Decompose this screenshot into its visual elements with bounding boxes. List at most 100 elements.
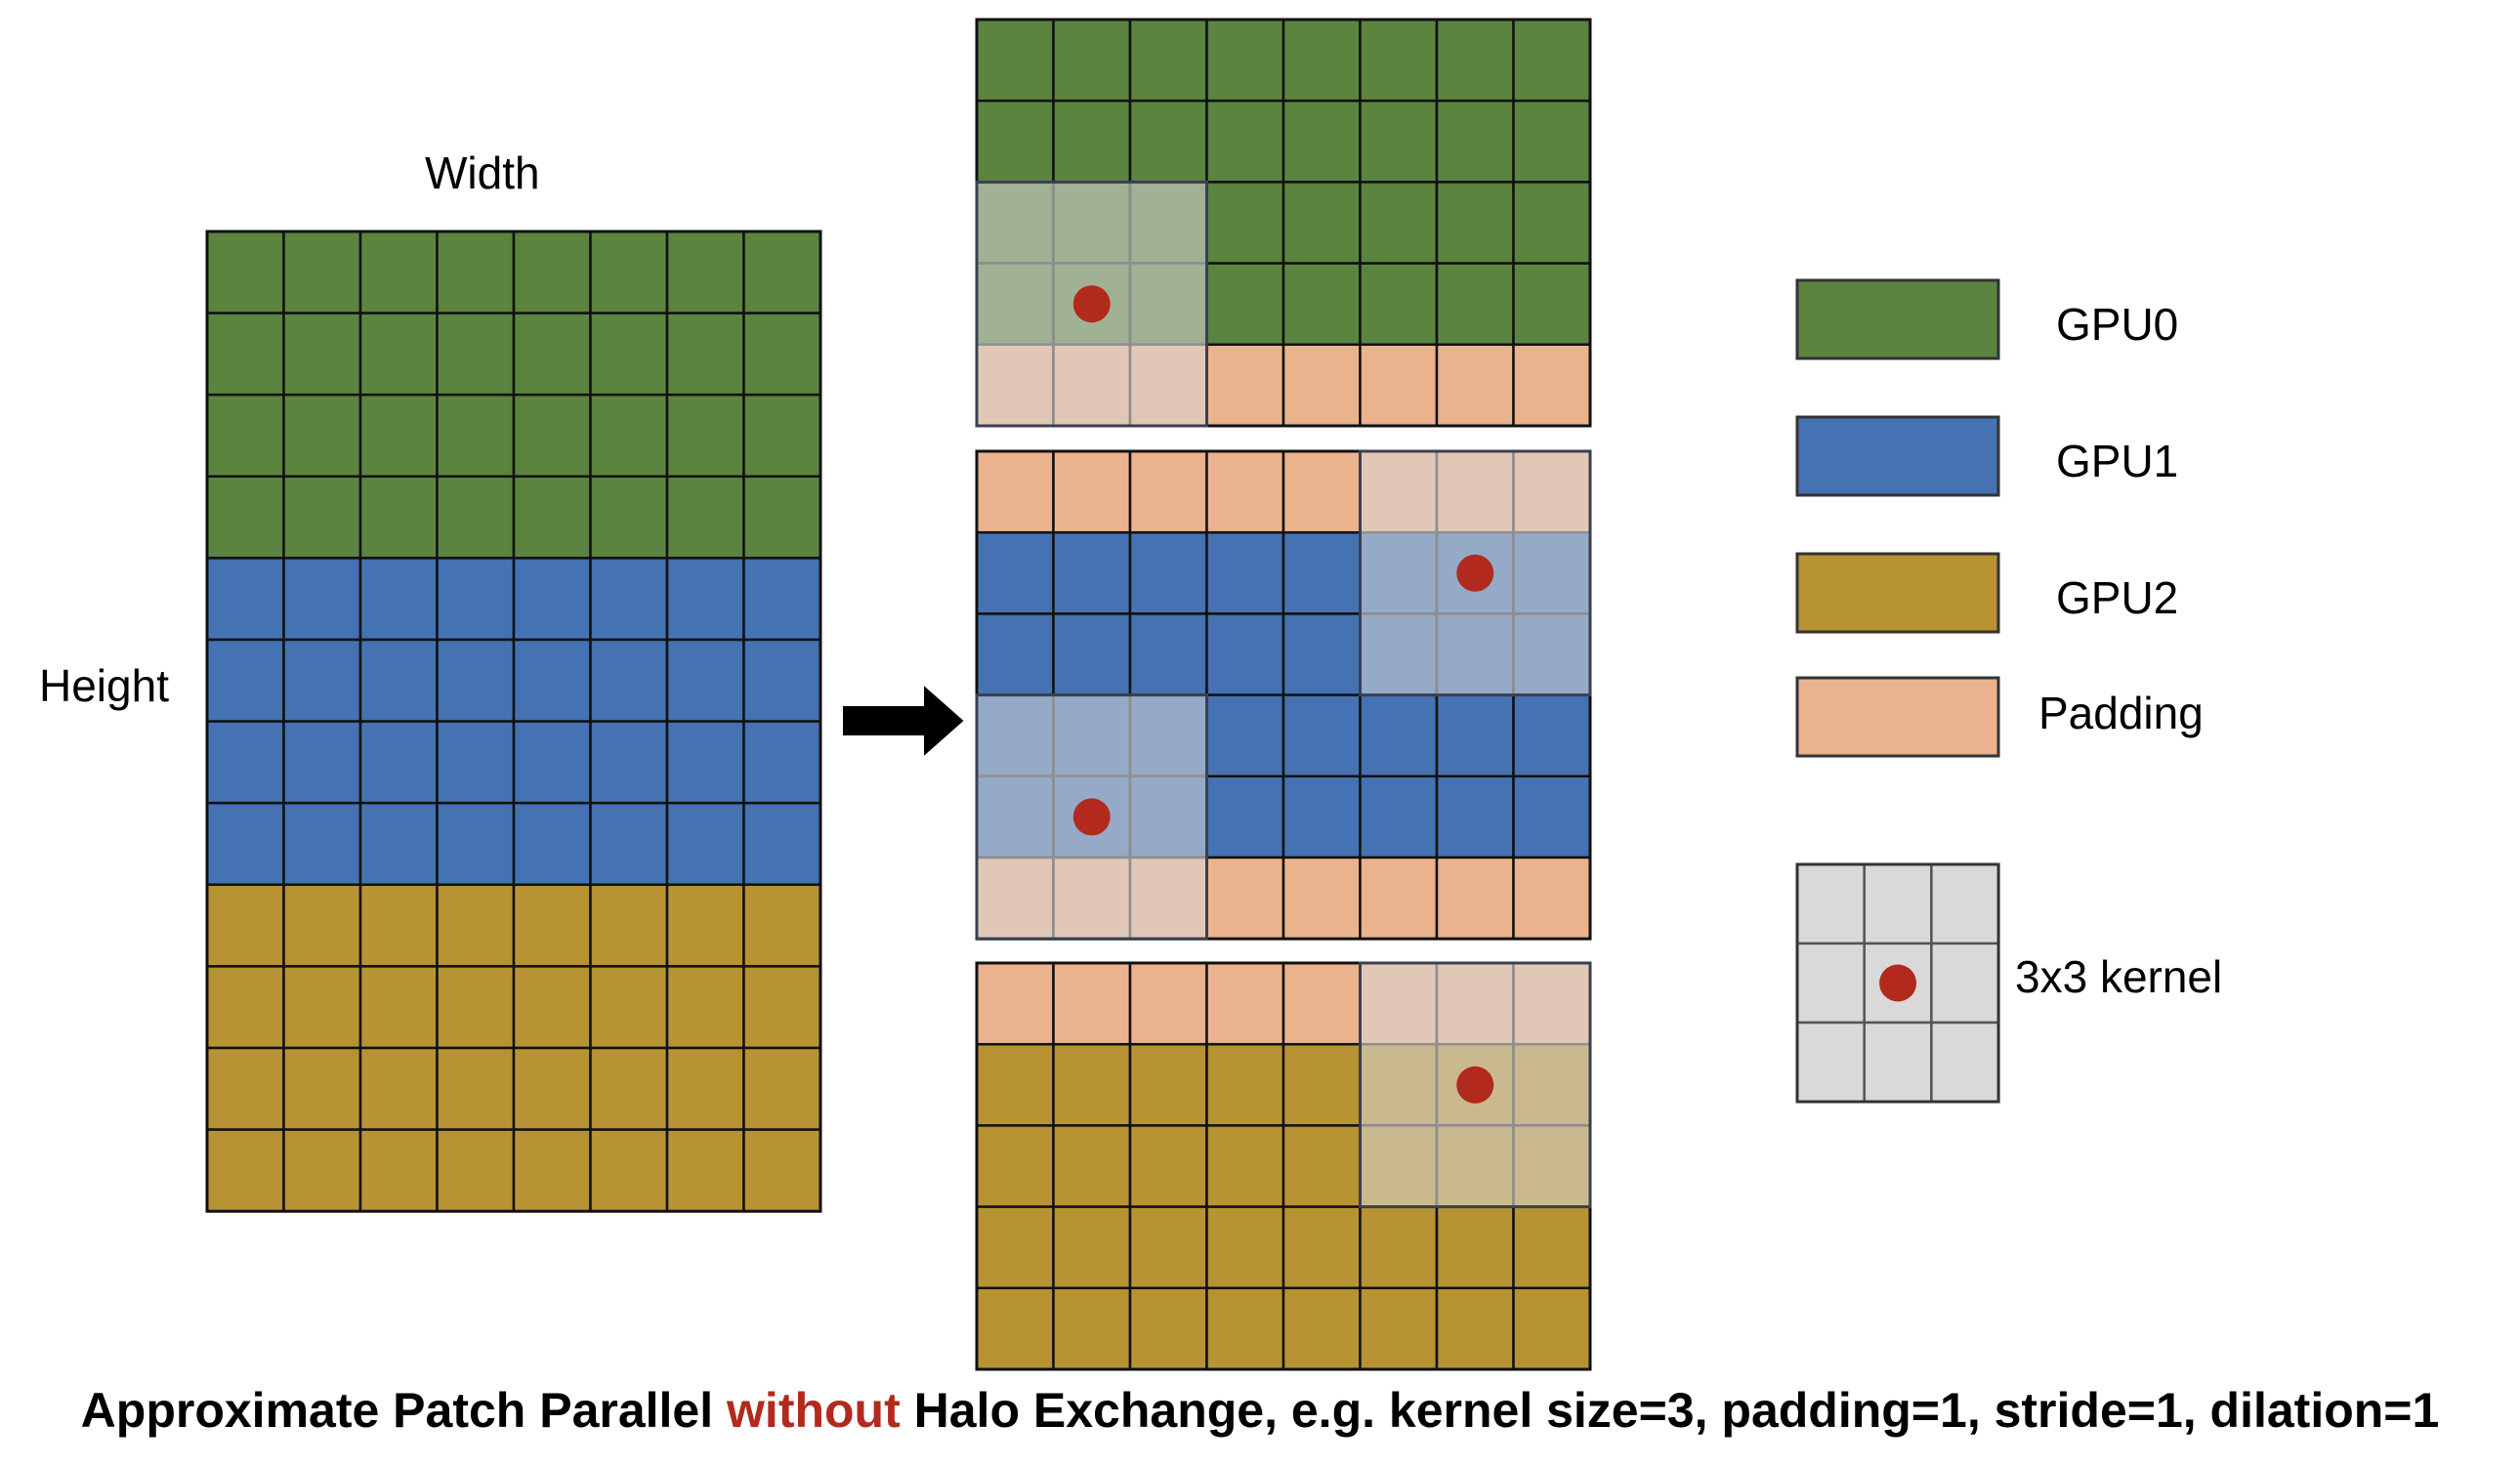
input-grid-cell-gpu0 <box>436 475 516 560</box>
patch-padding-cell <box>975 961 1055 1046</box>
patch-cell-gpu1 <box>1512 775 1592 859</box>
patch-padding-cell <box>1512 856 1592 941</box>
input-grid-cell-gpu2 <box>742 1128 822 1213</box>
kernel-overlay-cell <box>1512 962 1591 1046</box>
kernel-overlay-border <box>975 180 1208 428</box>
patch-padding-cell <box>1359 856 1439 941</box>
patch-cell-gpu0 <box>1205 181 1285 265</box>
patch-padding-cell <box>975 449 1055 534</box>
patch-cell-gpu0 <box>1512 181 1592 265</box>
input-grid-cell-gpu2 <box>205 965 285 1050</box>
patch-cell-gpu1 <box>1052 612 1132 696</box>
legend-kernel-cell <box>1863 1021 1933 1104</box>
input-grid-cell-gpu0 <box>358 475 439 560</box>
kernel-overlay-cell <box>976 857 1055 941</box>
legend-swatch-gpu0 <box>1795 278 2000 360</box>
patch-padding-cell <box>1052 449 1132 534</box>
caption-prefix: Approximate Patch Parallel <box>80 1383 728 1438</box>
kernel-overlay-border <box>1359 449 1592 697</box>
kernel-overlay-cell <box>1359 450 1438 534</box>
patch-padding-cell <box>1359 343 1439 428</box>
kernel-overlay-cell <box>1436 450 1515 534</box>
kernel-overlay-cell <box>1436 962 1515 1046</box>
patch-cell-gpu0 <box>1281 262 1362 347</box>
kernel-center-dot <box>1456 1066 1494 1104</box>
patch-cell-gpu2 <box>1281 1205 1362 1290</box>
patch-padding-cell <box>1205 961 1285 1046</box>
legend-gpu0-label: GPU0 <box>2056 299 2179 350</box>
patch-padding-cell <box>1435 856 1515 941</box>
input-grid-cell-gpu2 <box>358 1046 439 1131</box>
patch-cell-gpu0 <box>1512 99 1592 184</box>
patch-cell-gpu0 <box>1052 99 1132 184</box>
patch-padding-cell <box>1205 856 1285 941</box>
kernel-overlay-cell <box>1129 262 1208 346</box>
patch-padding-cell <box>1512 343 1592 428</box>
kernel-overlay-cell <box>1052 857 1131 941</box>
kernel-overlay-cell <box>1359 612 1438 696</box>
input-grid-cell-gpu2 <box>436 965 516 1050</box>
caption-highlight: without <box>727 1383 901 1438</box>
input-grid-cell-gpu2 <box>665 965 745 1050</box>
patch-cell-gpu0 <box>1205 18 1285 103</box>
patch-padding-cell <box>1205 343 1285 428</box>
kernel-overlay-cell <box>1512 612 1591 696</box>
input-grid-cell-gpu1 <box>205 557 285 642</box>
patch-cell-gpu0 <box>1435 99 1515 184</box>
legend-padding-label: Padding <box>2038 688 2204 738</box>
input-grid-cell-gpu1 <box>436 801 516 887</box>
patch-cell-gpu0 <box>1512 18 1592 103</box>
input-grid-cell-gpu0 <box>282 230 362 314</box>
patch-cell-gpu1 <box>1281 775 1362 859</box>
patch-cell-gpu2 <box>1128 1286 1208 1371</box>
patch-cell-gpu2 <box>1435 1205 1515 1290</box>
kernel-overlay-cell <box>1436 1124 1515 1208</box>
patch-cell-gpu1 <box>975 530 1055 615</box>
patch-cell-gpu0 <box>975 18 1055 103</box>
input-grid-cell-gpu2 <box>512 965 592 1050</box>
input-grid-cell-gpu1 <box>436 557 516 642</box>
input-grid-cell-gpu2 <box>205 1128 285 1213</box>
input-grid-cell-gpu2 <box>512 1128 592 1213</box>
patch-cell-gpu0 <box>1281 181 1362 265</box>
patch-cell-gpu2 <box>1205 1124 1285 1208</box>
input-grid-cell-gpu2 <box>665 1046 745 1131</box>
input-grid-cell-gpu0 <box>205 393 285 479</box>
patch-cell-gpu2 <box>1128 1124 1208 1208</box>
input-grid-cell-gpu0 <box>589 312 669 397</box>
kernel-overlay-cell <box>976 343 1055 427</box>
input-grid-cell-gpu1 <box>205 720 285 805</box>
legend-kernel-label: 3x3 kernel <box>2015 951 2223 1002</box>
input-grid-cell-gpu0 <box>358 230 439 314</box>
input-grid-cell-gpu0 <box>665 230 745 314</box>
input-grid-cell-gpu2 <box>436 1128 516 1213</box>
kernel-center-dot <box>1072 798 1111 836</box>
kernel-overlay-cell <box>1436 612 1515 696</box>
input-grid-cell-gpu2 <box>512 883 592 968</box>
input-grid-cell-gpu2 <box>589 883 669 968</box>
input-grid-cell-gpu2 <box>589 1046 669 1131</box>
kernel-overlay-cell <box>1129 857 1208 941</box>
input-grid-cell-gpu0 <box>282 312 362 397</box>
patch-cell-gpu1 <box>1281 693 1362 778</box>
patch-cell-gpu0 <box>1435 262 1515 347</box>
input-grid-cell-gpu1 <box>665 720 745 805</box>
patch-padding-cell <box>1435 343 1515 428</box>
patch-cell-gpu2 <box>1281 1042 1362 1127</box>
input-grid-cell-gpu2 <box>742 883 822 968</box>
input-grid-cell-gpu1 <box>358 720 439 805</box>
patch-cell-gpu2 <box>1205 1042 1285 1127</box>
input-grid-cell-gpu0 <box>205 230 285 314</box>
kernel-overlay-cell <box>1512 1043 1591 1127</box>
patch-cell-gpu2 <box>1281 1286 1362 1371</box>
kernel-overlay-cell <box>1129 775 1208 859</box>
patch-cell-gpu1 <box>1435 693 1515 778</box>
patch-cell-gpu1 <box>1205 612 1285 696</box>
kernel-overlay-cell <box>976 181 1055 265</box>
kernel-center-dot <box>1072 285 1111 323</box>
input-grid-cell-gpu0 <box>282 475 362 560</box>
patch-cell-gpu1 <box>1205 530 1285 615</box>
patch-cell-gpu2 <box>1281 1124 1362 1208</box>
kernel-overlay-cell <box>1359 531 1438 615</box>
